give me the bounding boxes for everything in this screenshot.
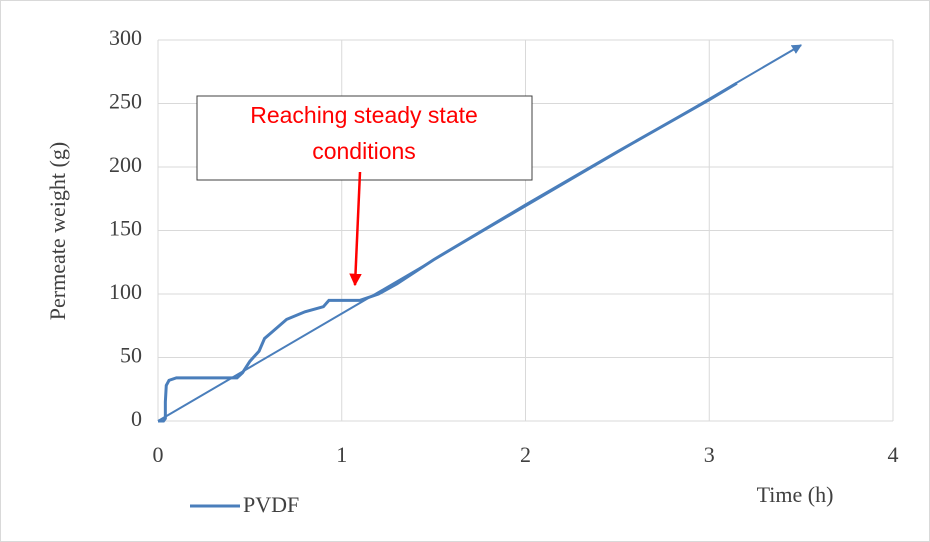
y-tick-label: 200 <box>109 152 142 177</box>
y-tick-label: 0 <box>131 406 142 431</box>
annotation-arrow <box>349 171 362 287</box>
x-tick-label: 0 <box>153 442 164 467</box>
y-tick-label: 50 <box>120 343 142 368</box>
y-tick-label: 300 <box>109 25 142 50</box>
x-axis-label: Time (h) <box>757 482 834 507</box>
x-tick-label: 3 <box>704 442 715 467</box>
legend-label: PVDF <box>243 492 299 517</box>
y-tick-label: 150 <box>109 216 142 241</box>
y-tick-label: 100 <box>109 279 142 304</box>
x-tick-label: 4 <box>888 442 899 467</box>
y-axis-label: Permeate weight (g) <box>45 142 70 320</box>
x-tick-label: 1 <box>336 442 347 467</box>
annotation-text: conditions <box>312 138 416 164</box>
y-tick-label: 250 <box>109 89 142 114</box>
annotation-text: Reaching steady state <box>250 102 478 128</box>
x-tick-label: 2 <box>520 442 531 467</box>
trend-line <box>157 44 802 422</box>
annotation-box <box>196 95 533 181</box>
